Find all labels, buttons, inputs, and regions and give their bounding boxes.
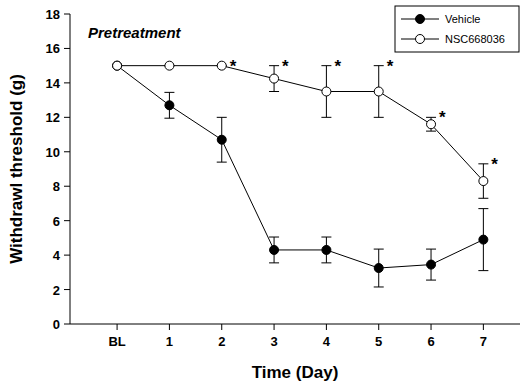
y-axis-title: Withdrawl threshold (g) bbox=[7, 74, 26, 264]
data-point bbox=[113, 61, 122, 70]
x-tick bbox=[117, 324, 118, 330]
plot-area bbox=[112, 61, 488, 287]
data-point bbox=[270, 245, 279, 254]
y-tick-label: 0 bbox=[53, 317, 60, 332]
y-tick bbox=[64, 48, 70, 49]
data-point bbox=[427, 260, 436, 269]
x-tick-label: 7 bbox=[480, 334, 487, 349]
error-bar bbox=[374, 249, 384, 287]
y-axis bbox=[70, 14, 71, 324]
error-bar bbox=[374, 66, 384, 118]
error-bar bbox=[269, 66, 279, 92]
y-tick-label: 12 bbox=[46, 110, 60, 125]
y-tick bbox=[64, 117, 70, 118]
y-tick-label: 16 bbox=[46, 41, 60, 56]
data-point bbox=[165, 61, 174, 70]
x-tick bbox=[378, 324, 379, 330]
y-tick-label: 8 bbox=[53, 179, 60, 194]
error-bar bbox=[426, 117, 436, 131]
data-point bbox=[479, 177, 488, 186]
x-tick-label: 3 bbox=[270, 334, 277, 349]
x-tick bbox=[431, 324, 432, 330]
significance-mark: * bbox=[491, 155, 498, 174]
error-bar bbox=[269, 237, 279, 263]
y-tick-label: 4 bbox=[53, 248, 61, 263]
y-tick bbox=[64, 220, 70, 221]
legend: Vehicle NSC668036 bbox=[395, 6, 519, 52]
data-point bbox=[374, 264, 383, 273]
error-bar bbox=[164, 92, 174, 118]
x-tick bbox=[221, 324, 222, 330]
error-bar bbox=[478, 209, 488, 271]
series-line bbox=[117, 66, 483, 268]
y-tick bbox=[64, 82, 70, 83]
chart-title: Pretreatment bbox=[88, 24, 182, 41]
x-tick-label: 2 bbox=[218, 334, 225, 349]
y-tick bbox=[64, 255, 70, 256]
data-point bbox=[270, 74, 279, 83]
x-tick-label: 1 bbox=[166, 334, 173, 349]
data-point bbox=[374, 87, 383, 96]
significance-mark: * bbox=[230, 57, 237, 76]
y-tick bbox=[64, 14, 70, 15]
chart: 024681012141618BL1234567Time (Day)Withdr… bbox=[0, 0, 528, 388]
y-tick bbox=[64, 324, 70, 325]
data-point bbox=[217, 135, 226, 144]
significance-mark: * bbox=[387, 57, 394, 76]
legend-label: Vehicle bbox=[445, 13, 480, 25]
legend-marker bbox=[416, 15, 425, 24]
significance-mark: * bbox=[439, 108, 446, 127]
data-point bbox=[322, 87, 331, 96]
legend-label: NSC668036 bbox=[445, 33, 505, 45]
error-bar bbox=[426, 249, 436, 280]
x-axis-title: Time (Day) bbox=[252, 363, 339, 382]
y-tick bbox=[64, 289, 70, 290]
x-tick-label: BL bbox=[108, 334, 125, 349]
significance-mark: * bbox=[282, 57, 289, 76]
y-tick-label: 18 bbox=[46, 7, 60, 22]
legend-box bbox=[395, 6, 519, 52]
y-tick-label: 10 bbox=[46, 145, 60, 160]
error-bar bbox=[478, 164, 488, 198]
data-point bbox=[217, 61, 226, 70]
y-tick-label: 6 bbox=[53, 214, 60, 229]
y-tick-label: 14 bbox=[46, 76, 61, 91]
x-tick-label: 4 bbox=[323, 334, 331, 349]
x-tick bbox=[274, 324, 275, 330]
x-tick-label: 5 bbox=[375, 334, 382, 349]
series-line bbox=[117, 66, 483, 181]
error-bar bbox=[217, 117, 227, 162]
error-bar bbox=[321, 237, 331, 263]
data-point bbox=[427, 120, 436, 129]
y-tick bbox=[64, 151, 70, 152]
data-point bbox=[322, 245, 331, 254]
x-tick bbox=[326, 324, 327, 330]
x-tick bbox=[483, 324, 484, 330]
x-axis bbox=[70, 324, 520, 325]
significance-mark: * bbox=[334, 57, 341, 76]
data-point bbox=[113, 61, 122, 70]
x-tick bbox=[169, 324, 170, 330]
data-point bbox=[479, 235, 488, 244]
legend-marker bbox=[416, 35, 425, 44]
y-tick-label: 2 bbox=[53, 283, 60, 298]
x-tick-label: 6 bbox=[427, 334, 434, 349]
data-point bbox=[165, 101, 174, 110]
error-bar bbox=[321, 66, 331, 118]
y-tick bbox=[64, 186, 70, 187]
